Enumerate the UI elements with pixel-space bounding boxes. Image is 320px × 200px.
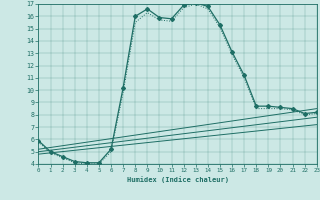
- X-axis label: Humidex (Indice chaleur): Humidex (Indice chaleur): [127, 176, 228, 183]
